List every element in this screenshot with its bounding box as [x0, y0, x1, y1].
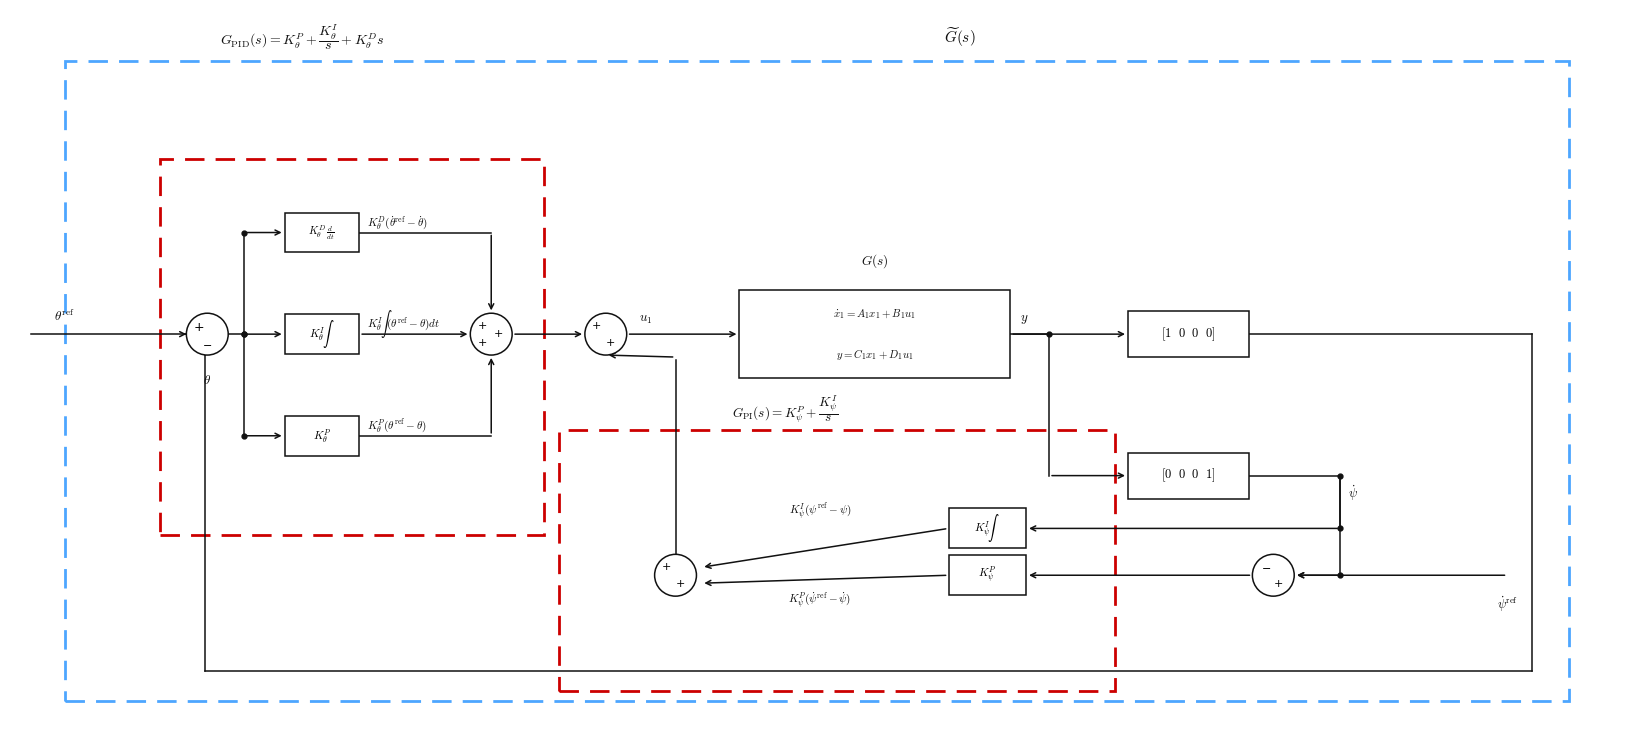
Text: $[0\ \ 0\ \ 0\ \ 1]$: $[0\ \ 0\ \ 0\ \ 1]$ [1161, 466, 1215, 484]
Text: +: + [1274, 580, 1283, 589]
Text: $\dot{\psi}^\mathrm{ref}$: $\dot{\psi}^\mathrm{ref}$ [1497, 595, 1518, 615]
Text: +: + [676, 580, 685, 589]
Text: $y$: $y$ [1020, 312, 1029, 326]
FancyBboxPatch shape [285, 314, 359, 354]
FancyBboxPatch shape [948, 555, 1027, 595]
Text: +: + [662, 562, 672, 572]
Text: $-$: $-$ [1261, 562, 1271, 572]
Text: $-$: $-$ [201, 339, 213, 349]
Circle shape [1253, 554, 1294, 596]
Text: $\dot{\psi}$: $\dot{\psi}$ [1348, 484, 1358, 503]
Text: $u_1$: $u_1$ [639, 312, 652, 326]
Text: $K_\theta^D(\dot{\theta}^\mathrm{ref}-\dot{\theta})$: $K_\theta^D(\dot{\theta}^\mathrm{ref}-\d… [367, 214, 428, 231]
Text: +: + [606, 338, 616, 348]
Text: $K_\theta^I\!\int$: $K_\theta^I\!\int$ [310, 318, 334, 350]
Text: $[1\ \ 0\ \ 0\ \ 0]$: $[1\ \ 0\ \ 0\ \ 0]$ [1161, 325, 1215, 343]
Text: $\theta$: $\theta$ [203, 374, 211, 388]
Text: $G_\mathrm{PID}(s)=K_\theta^P+\dfrac{K_\theta^I}{s}+K_\theta^Ds$: $G_\mathrm{PID}(s)=K_\theta^P+\dfrac{K_\… [219, 22, 383, 52]
Text: $\dot{x}_1=A_1x_1+B_1u_1$: $\dot{x}_1=A_1x_1+B_1u_1$ [834, 307, 916, 321]
FancyBboxPatch shape [285, 416, 359, 455]
Text: $K_\psi^P$: $K_\psi^P$ [978, 565, 996, 586]
Text: $K_\psi^I\!\int$: $K_\psi^I\!\int$ [975, 513, 1001, 545]
Circle shape [187, 313, 228, 355]
FancyBboxPatch shape [1129, 452, 1250, 498]
Text: $K_\theta^P$: $K_\theta^P$ [313, 427, 331, 444]
Text: $K_\psi^P(\dot{\psi}^\mathrm{ref}-\dot{\psi})$: $K_\psi^P(\dot{\psi}^\mathrm{ref}-\dot{\… [788, 591, 852, 611]
Text: $K_\theta^I\!\int(\theta^\mathrm{ref}-\theta)dt$: $K_\theta^I\!\int(\theta^\mathrm{ref}-\t… [367, 308, 441, 340]
Text: $\widetilde{G}(s)$: $\widetilde{G}(s)$ [943, 25, 975, 49]
Text: $K_\psi^I(\psi^\mathrm{ref}-\psi)$: $K_\psi^I(\psi^\mathrm{ref}-\psi)$ [788, 501, 852, 522]
Text: $\theta^\mathrm{ref}$: $\theta^\mathrm{ref}$ [54, 309, 75, 324]
Circle shape [585, 313, 627, 355]
Text: $G(s)$: $G(s)$ [862, 252, 888, 270]
Text: +: + [478, 321, 486, 331]
Circle shape [470, 313, 513, 355]
Text: $K_\theta^D\,\frac{d}{dt}$: $K_\theta^D\,\frac{d}{dt}$ [308, 223, 336, 242]
Text: $y=C_1x_1+D_1u_1$: $y=C_1x_1+D_1u_1$ [835, 347, 914, 362]
FancyBboxPatch shape [948, 508, 1027, 548]
FancyBboxPatch shape [285, 213, 359, 252]
FancyBboxPatch shape [1129, 311, 1250, 357]
Text: $G_\mathrm{PI}(s)=K_\psi^P+\dfrac{K_\psi^I}{s}$: $G_\mathrm{PI}(s)=K_\psi^P+\dfrac{K_\psi… [732, 393, 839, 425]
Text: +: + [493, 329, 503, 339]
Text: +: + [478, 338, 486, 348]
Text: +: + [593, 321, 601, 331]
Circle shape [655, 554, 696, 596]
Text: $K_\theta^P(\theta^\mathrm{ref}-\theta)$: $K_\theta^P(\theta^\mathrm{ref}-\theta)$ [367, 417, 428, 434]
Text: +: + [193, 321, 205, 333]
FancyBboxPatch shape [739, 290, 1011, 378]
